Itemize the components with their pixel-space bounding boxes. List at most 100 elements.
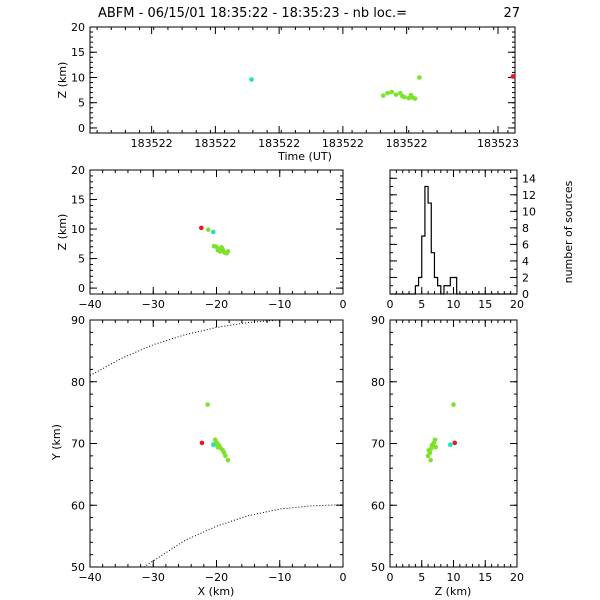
z_y_view-point-cyan — [448, 442, 453, 448]
time_height-point-green — [389, 89, 395, 95]
plan_view-range-ring — [89, 319, 280, 377]
z_y_view-xtick-label: 5 — [418, 571, 425, 584]
height_histogram-xtick-label: 15 — [478, 298, 492, 311]
height_histogram-ytick-label: 0 — [522, 288, 529, 301]
x_height-ylabel: Z (km) — [56, 214, 69, 251]
z_y_view-point-red — [452, 440, 458, 446]
z_y_view-point-green — [425, 453, 431, 459]
time_height-xtick-label: 183522 — [131, 137, 173, 150]
time_height-ytick-label: 5 — [78, 97, 85, 110]
height_histogram-xtick-label: 5 — [418, 298, 425, 311]
plan_view-point-green — [223, 453, 228, 459]
plan_view-xtick-label: −30 — [142, 571, 165, 584]
time_height-xtick-label: 183522 — [194, 137, 236, 150]
z_y_view-xtick-label: 0 — [387, 571, 394, 584]
time_height-xtick-label: 183522 — [258, 137, 300, 150]
z_y_view-point-green — [430, 441, 436, 447]
plan-view-panel: −40 −30 −20 −10 0 50 60 70 80 90 X (km) Y (km) — [50, 314, 347, 598]
time-height-panel: 183522 183522 183522 183522 183522 183523 0 5 10… — [56, 21, 519, 163]
height_histogram-ytick-label: 8 — [522, 222, 529, 235]
z_y_view-ytick-label: 90 — [371, 314, 385, 327]
height_histogram-xtick-label: 10 — [447, 298, 461, 311]
time_height-xlabel: Time (UT) — [277, 150, 332, 163]
time_height-ylabel: Z (km) — [56, 62, 69, 99]
z_y_view-point-green — [433, 444, 439, 450]
height_histogram-xtick-label: 0 — [387, 298, 394, 311]
x_height-point-green — [219, 245, 224, 250]
height_histogram-ytick-label: 10 — [522, 205, 536, 218]
z_y_view-ytick-label: 50 — [371, 561, 385, 574]
plan_view-ylabel: Y (km) — [50, 424, 63, 461]
height_histogram-ytick-label: 14 — [522, 172, 536, 185]
plan_view-point-green — [225, 457, 231, 463]
time_height-xtick-label: 183523 — [477, 137, 519, 150]
z_y_view-xtick-label: 20 — [510, 571, 524, 584]
time_height-ytick-label: 15 — [71, 46, 85, 59]
plan_view-point-red — [199, 440, 205, 446]
height_histogram-ytick-label: 2 — [522, 271, 529, 284]
z_y_view-ytick-label: 70 — [371, 438, 385, 451]
x_height-ytick-label: 15 — [71, 194, 85, 207]
plan_view-range-ring — [143, 504, 344, 568]
time_height-point-red — [510, 74, 516, 79]
height_histogram-ytick-label: 6 — [522, 238, 529, 251]
time_height-frame — [89, 26, 516, 134]
source-count: 27 — [503, 6, 520, 21]
plan_view-xtick-label: −40 — [78, 571, 101, 584]
plan_view-ytick-label: 60 — [71, 499, 85, 512]
figure-title: ABFM - 06/15/01 18:35:22 - 18:35:23 - nb… — [98, 6, 407, 21]
time_height-point-green — [380, 93, 386, 98]
x_height-point-green — [225, 249, 231, 254]
x-height-panel: −40 −30 −20 −10 0 0 5 10 15 20 Z (km) — [56, 164, 347, 311]
x_height-xtick-label: 0 — [340, 298, 347, 311]
time_height-ytick-label: 20 — [71, 21, 85, 34]
height_histogram-frame — [389, 169, 518, 295]
x_height-xtick-label: −10 — [268, 298, 291, 311]
time_height-point-green — [385, 90, 390, 96]
plan_view-ytick-label: 70 — [71, 438, 85, 451]
x_height-ytick-label: 20 — [71, 164, 85, 177]
plan_view-xtick-label: −10 — [268, 571, 291, 584]
plan_view-xtick-label: −20 — [205, 571, 228, 584]
x_height-xtick-label: −30 — [142, 298, 165, 311]
z_y_view-point-green — [451, 402, 456, 407]
time_height-point-green — [412, 96, 418, 101]
z_y_view-xtick-label: 10 — [447, 571, 461, 584]
time_height-ytick-label: 0 — [78, 122, 85, 135]
z-y-view-panel: 0 5 10 15 20 50 60 70 80 90 Z (km) — [371, 314, 524, 598]
z_y_view-ytick-label: 60 — [371, 499, 385, 512]
plan_view-point-cyan — [211, 442, 216, 448]
height_histogram-ytick-label: 4 — [522, 255, 529, 268]
time_height-point-green — [417, 75, 422, 80]
z_y_view-xtick-label: 15 — [478, 571, 492, 584]
x_height-frame — [89, 169, 344, 295]
plan_view-xlabel: X (km) — [198, 585, 235, 598]
plan_view-point-green — [205, 402, 210, 407]
x_height-ytick-label: 10 — [71, 223, 85, 236]
time_height-ytick-label: 10 — [71, 71, 85, 84]
plan_view-xtick-label: 0 — [340, 571, 347, 584]
plan_view-ytick-label: 50 — [71, 561, 85, 574]
plan_view-point-green — [215, 444, 221, 450]
height_histogram-ytick-label: 12 — [522, 189, 536, 202]
x_height-point-green — [205, 227, 211, 232]
z_y_view-point-green — [428, 457, 433, 463]
x_height-xtick-label: −40 — [78, 298, 101, 311]
time_height-point-cyan — [249, 77, 254, 82]
time_height-xtick-label: 183522 — [322, 137, 364, 150]
height_histogram-xtick-label: 20 — [510, 298, 524, 311]
x_height-ytick-label: 5 — [78, 253, 85, 266]
time_height-xtick-label: 183522 — [386, 137, 428, 150]
z_y_view-ytick-label: 80 — [371, 376, 385, 389]
time_height-point-green — [393, 92, 399, 97]
x_height-point-cyan — [211, 229, 216, 235]
height_histogram-histogram-outline — [390, 185, 517, 295]
height_histogram-ylabel: number of sources — [562, 180, 575, 283]
plan_view-ytick-label: 80 — [71, 376, 85, 389]
plan_view-ytick-label: 90 — [71, 314, 85, 327]
time_height-point-green — [402, 94, 407, 100]
x_height-xtick-label: −20 — [205, 298, 228, 311]
x_height-point-red — [199, 225, 204, 231]
